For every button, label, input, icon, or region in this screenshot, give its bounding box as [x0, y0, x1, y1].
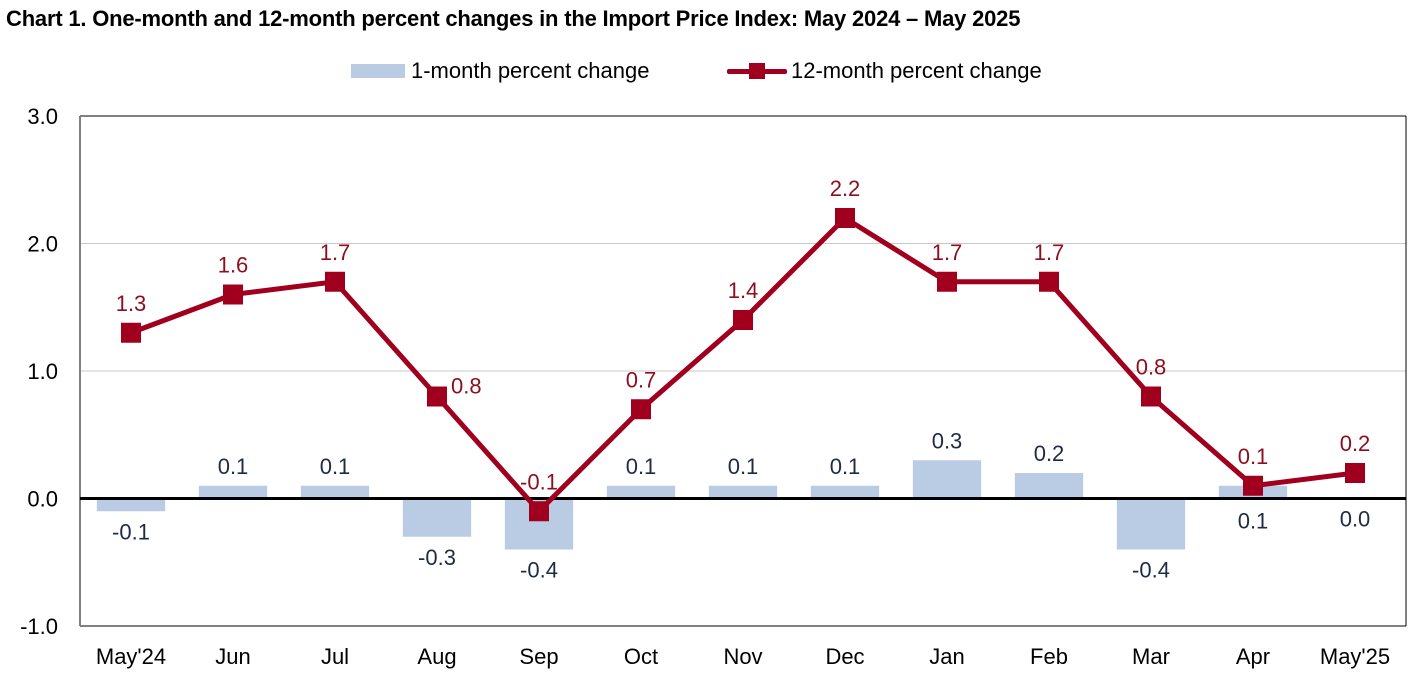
y-tick-label: -1.0	[20, 614, 58, 639]
x-tick-label: Nov	[723, 644, 762, 669]
line-marker-12-month	[427, 386, 447, 407]
x-tick-label: Feb	[1030, 644, 1068, 669]
bar-1-month	[1116, 498, 1186, 550]
bar-data-label: 0.1	[728, 454, 759, 479]
line-marker-12-month	[631, 399, 651, 420]
line-data-label: -0.1	[520, 469, 558, 494]
bar-data-label: -0.1	[112, 519, 150, 544]
line-marker-12-month	[937, 271, 957, 292]
legend-label-1-month: 1-month percent change	[411, 58, 650, 83]
legend: 1-month percent change 12-month percent …	[0, 58, 1408, 88]
line-data-label: 1.4	[728, 278, 759, 303]
line-data-label: 1.7	[320, 240, 351, 265]
bar-data-label: -0.4	[520, 558, 558, 583]
legend-bar-swatch	[351, 64, 405, 78]
line-data-label: 2.2	[830, 176, 861, 201]
bar-data-label: 0.2	[1034, 441, 1065, 466]
x-tick-label: Jul	[321, 644, 349, 669]
y-tick-label: 3.0	[27, 104, 58, 129]
line-data-label: 0.2	[1340, 431, 1371, 456]
line-data-label: 1.7	[932, 240, 963, 265]
x-tick-label: Mar	[1132, 644, 1170, 669]
legend-item-1-month: 1-month percent change	[351, 58, 650, 84]
x-tick-label: Apr	[1236, 644, 1270, 669]
line-marker-12-month	[733, 310, 753, 330]
bar-data-label: 0.3	[932, 428, 963, 453]
bar-1-month	[708, 485, 778, 499]
x-tick-label: May'24	[96, 644, 166, 669]
line-marker-12-month	[1141, 386, 1161, 407]
line-marker-12-month	[325, 271, 345, 292]
line-data-label: 1.6	[218, 253, 249, 278]
bar-data-label: 0.1	[626, 454, 657, 479]
line-marker-12-month	[1345, 463, 1365, 483]
bar-data-label: -0.3	[418, 545, 456, 570]
line-marker-12-month	[835, 208, 855, 228]
bar-data-label: 0.1	[320, 454, 351, 479]
line-data-label: 0.8	[1136, 355, 1167, 380]
legend-item-12-month: 12-month percent change	[727, 58, 1042, 84]
line-marker-12-month	[223, 284, 243, 305]
line-marker-12-month	[1039, 271, 1059, 292]
x-tick-label: Jan	[929, 644, 964, 669]
bar-data-label: 0.1	[218, 454, 249, 479]
line-data-label: 1.7	[1034, 240, 1065, 265]
line-marker-12-month	[1243, 475, 1263, 496]
chart-title: Chart 1. One-month and 12-month percent …	[6, 6, 1021, 31]
x-tick-label: Oct	[624, 644, 658, 669]
y-tick-label: 2.0	[27, 232, 58, 257]
legend-line-swatch	[727, 61, 787, 81]
bar-1-month	[96, 498, 166, 512]
x-tick-label: Sep	[519, 644, 558, 669]
line-marker-12-month	[529, 501, 549, 522]
line-data-label: 1.3	[116, 291, 147, 316]
y-tick-label: 1.0	[27, 359, 58, 384]
bar-1-month	[300, 485, 370, 499]
bar-data-label: 0.0	[1340, 507, 1371, 532]
line-data-label: 0.1	[1238, 444, 1269, 469]
line-marker-12-month	[121, 322, 141, 343]
bar-1-month	[198, 485, 268, 499]
bar-1-month	[912, 460, 982, 499]
line-data-label: 0.7	[626, 367, 657, 392]
bar-data-label: 0.1	[830, 454, 861, 479]
bar-1-month	[606, 485, 676, 499]
legend-label-12-month: 12-month percent change	[791, 58, 1042, 83]
x-tick-label: May'25	[1320, 644, 1390, 669]
bar-data-label: 0.1	[1238, 509, 1269, 534]
x-tick-label: Dec	[825, 644, 864, 669]
y-tick-label: 0.0	[27, 487, 58, 512]
bar-1-month	[402, 498, 472, 537]
x-tick-label: Aug	[417, 644, 456, 669]
line-data-label: 0.8	[451, 374, 482, 399]
bar-1-month	[810, 485, 880, 499]
bar-data-label: -0.4	[1132, 558, 1170, 583]
x-tick-label: Jun	[215, 644, 250, 669]
bar-1-month	[1014, 473, 1084, 499]
